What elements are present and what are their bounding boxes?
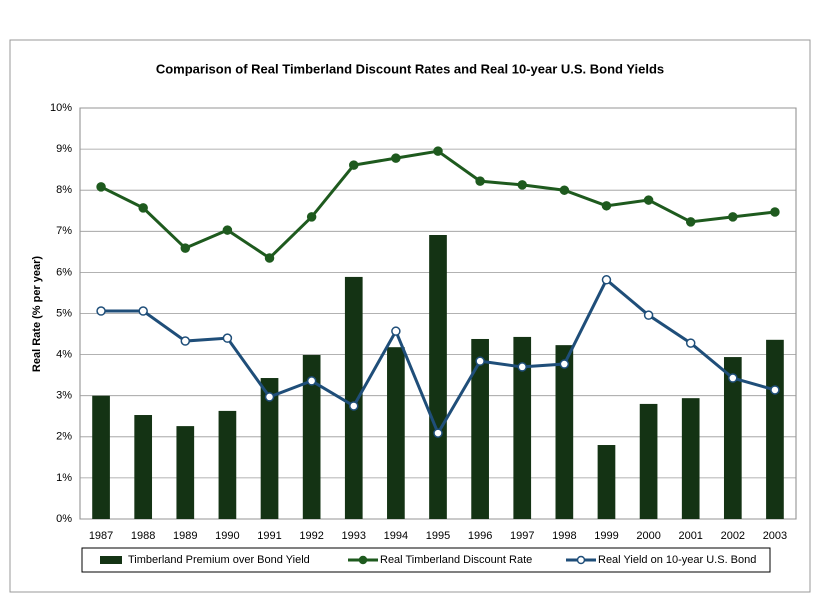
x-tick-label: 1988 [131,530,155,542]
point [391,153,401,163]
x-tick-label: 1991 [257,530,281,542]
legend-marker [358,555,368,565]
bar [429,234,447,519]
point [96,306,106,316]
chart-title: Comparison of Real Timberland Discount R… [156,61,664,76]
y-tick-label: 4% [56,349,72,361]
point [728,373,738,383]
bar [344,276,363,519]
y-tick-label: 5% [56,307,72,319]
bar [513,336,532,519]
bar [723,357,742,519]
legend-label: Real Yield on 10-year U.S. Bond [598,554,756,566]
bar [766,339,784,519]
legend-box [81,547,771,573]
point [685,338,696,348]
x-tick-label: 1990 [215,530,239,542]
y-tick-label: 2% [56,431,72,443]
point [349,160,359,170]
bar [681,398,700,519]
point [222,225,233,235]
x-tick-label: 1999 [594,530,618,542]
point [517,362,527,372]
point [517,180,527,190]
bar [176,426,195,519]
point [601,275,612,285]
bar [597,445,616,519]
point [643,195,654,205]
x-tick-label: 2000 [636,530,660,542]
bar [92,395,110,519]
y-tick-label: 0% [56,513,72,525]
legend-marker [576,555,586,565]
y-tick-label: 9% [56,143,72,155]
point [433,146,443,156]
point [222,333,233,343]
x-tick-label: 1992 [299,530,323,542]
point [180,243,191,253]
x-tick-label: 1996 [468,530,492,542]
point [433,428,443,438]
point [264,392,275,402]
x-tick-label: 1997 [510,530,534,542]
point [475,356,485,366]
x-tick-label: 1987 [89,530,113,542]
point [559,359,570,369]
x-tick-label: 1995 [426,530,450,542]
legend-swatch [100,556,122,564]
y-axis-label: Real Rate (% per year) [31,256,43,372]
x-tick-label: 1993 [342,530,366,542]
y-tick-label: 3% [56,390,72,402]
point [138,203,148,213]
point [770,207,780,217]
point [728,212,738,222]
point [559,185,570,195]
point [264,253,275,263]
bar [302,355,321,519]
bar [471,338,489,519]
point [180,336,191,346]
point [96,182,106,192]
x-tick-label: 1998 [552,530,576,542]
point [138,306,148,316]
bar [260,378,279,519]
legend-label: Real Timberland Discount Rate [380,554,532,566]
x-tick-label: 1994 [384,530,408,542]
point [770,385,780,395]
bar [555,345,574,519]
bar [134,415,153,519]
bar [218,410,237,519]
y-tick-label: 10% [50,102,72,114]
point [391,326,401,336]
point [306,212,317,222]
y-tick-label: 8% [56,184,72,196]
x-tick-label: 2002 [721,530,745,542]
point [475,176,485,186]
x-tick-label: 2001 [678,530,702,542]
x-tick-label: 2003 [763,530,787,542]
y-tick-label: 6% [56,266,72,278]
point [349,401,359,411]
y-tick-label: 1% [56,472,72,484]
point [601,201,612,211]
legend-label: Timberland Premium over Bond Yield [128,554,310,566]
point [685,217,696,227]
bar [387,347,405,519]
y-tick-label: 7% [56,225,72,237]
point [306,376,317,386]
point [643,310,654,320]
bar [639,403,658,519]
x-tick-label: 1989 [173,530,197,542]
